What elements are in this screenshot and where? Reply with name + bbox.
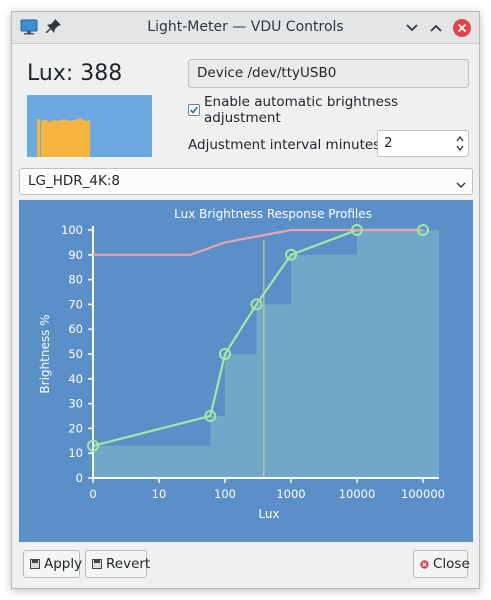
pin-icon[interactable] [46, 18, 62, 38]
auto-brightness-label: Enable automatic brightness adjustment [204, 94, 399, 126]
device-field[interactable]: Device /dev/ttyUSB0 [188, 59, 469, 88]
y-tick-label: 70 [68, 297, 83, 311]
monitor-select-value: LG_HDR_4K:8 [28, 173, 120, 189]
title-bar[interactable]: Light-Meter — VDU Controls [12, 12, 479, 44]
response-step-area [93, 230, 439, 478]
close-label: Close [433, 556, 470, 572]
chart-canvas[interactable]: Lux Brightness Response Profiles Lux Brigh… [19, 200, 473, 542]
chevron-down-icon [406, 24, 418, 32]
profile-point [417, 224, 429, 236]
y-tick-label: 0 [76, 471, 83, 485]
auto-brightness-checkbox-row[interactable]: Enable automatic brightness adjustment [188, 94, 479, 126]
close-icon [420, 559, 429, 569]
save-icon [30, 559, 40, 569]
light-meter-window: Light-Meter — VDU Controls Lux: 388 Devi… [11, 11, 480, 589]
checkmark-icon [189, 106, 199, 114]
y-tick-label: 100 [61, 223, 83, 237]
spin-arrows-icon[interactable] [455, 134, 465, 153]
y-axis-label: Brightness % [38, 314, 52, 393]
interval-spinbox[interactable]: 2 [377, 130, 469, 157]
x-tick-label: 1000 [276, 487, 305, 501]
interval-value[interactable]: 2 [384, 135, 393, 151]
monitor-icon[interactable] [20, 18, 38, 40]
chevron-up-icon [430, 24, 442, 32]
x-axis-label: Lux [258, 507, 279, 521]
preset-profile-line [93, 228, 423, 256]
close-window-button[interactable] [452, 18, 472, 38]
y-tick-label: 90 [68, 248, 83, 262]
profile-point [219, 348, 231, 360]
y-tick-label: 40 [68, 372, 83, 386]
y-tick-label: 20 [68, 421, 83, 435]
x-tick-label: 0 [89, 487, 96, 501]
close-button[interactable]: Close [413, 550, 470, 578]
monitor-select[interactable]: LG_HDR_4K:8 [19, 168, 473, 195]
lux-history-graph [27, 95, 152, 157]
lux-reading: Lux: 388 [27, 61, 123, 86]
revert-label: Revert [106, 556, 151, 572]
x-tick-label: 10 [152, 487, 167, 501]
revert-icon [92, 559, 102, 569]
y-tick-label: 30 [68, 397, 83, 411]
x-tick-label: 100 [214, 487, 236, 501]
apply-button[interactable]: Apply [23, 550, 83, 578]
window-title: Light-Meter — VDU Controls [147, 19, 344, 35]
x-tick-label: 10000 [339, 487, 376, 501]
maximize-button[interactable] [426, 18, 446, 38]
auto-brightness-checkbox[interactable] [188, 104, 200, 116]
y-tick-label: 60 [68, 322, 83, 336]
profile-point [351, 224, 363, 236]
profile-point [204, 410, 217, 422]
y-tick-label: 50 [68, 347, 83, 361]
profile-point [285, 248, 297, 261]
brightness-profile-chart[interactable]: Lux Brightness Response Profiles Lux Brigh… [19, 200, 473, 542]
interval-label: Adjustment interval minutes [188, 137, 381, 153]
profile-point [87, 439, 99, 452]
chevron-down-icon[interactable] [456, 177, 466, 193]
apply-label: Apply [44, 556, 83, 572]
close-icon [453, 19, 471, 37]
y-tick-label: 80 [68, 273, 83, 287]
y-tick-label: 10 [68, 446, 83, 460]
profile-point [250, 298, 263, 311]
revert-button[interactable]: Revert [85, 550, 151, 578]
x-tick-label: 100000 [401, 487, 445, 501]
minimize-button[interactable] [402, 18, 422, 38]
chart-title: Lux Brightness Response Profiles [174, 207, 372, 221]
